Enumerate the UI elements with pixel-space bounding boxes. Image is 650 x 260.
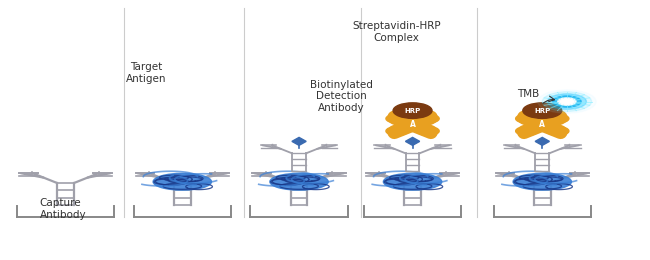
Polygon shape <box>406 137 420 145</box>
Circle shape <box>552 96 581 107</box>
Text: Biotinylated
Detection
Antibody: Biotinylated Detection Antibody <box>310 80 372 113</box>
Circle shape <box>393 103 432 118</box>
Circle shape <box>417 127 439 135</box>
Text: Streptavidin-HRP
Complex: Streptavidin-HRP Complex <box>352 21 441 43</box>
Ellipse shape <box>270 173 328 190</box>
Text: HRP: HRP <box>534 108 551 114</box>
Text: TMB: TMB <box>517 89 539 99</box>
Text: Capture
Antibody: Capture Antibody <box>40 198 86 220</box>
Circle shape <box>401 120 424 129</box>
Circle shape <box>560 99 573 104</box>
Circle shape <box>547 114 569 123</box>
Text: HRP: HRP <box>404 108 421 114</box>
Circle shape <box>515 127 538 135</box>
Circle shape <box>538 90 596 113</box>
Polygon shape <box>292 137 306 145</box>
Circle shape <box>515 114 538 123</box>
Ellipse shape <box>153 173 211 190</box>
Circle shape <box>417 114 439 123</box>
Text: A: A <box>410 120 415 129</box>
Polygon shape <box>535 137 549 145</box>
Circle shape <box>542 92 592 111</box>
Circle shape <box>558 98 576 105</box>
Circle shape <box>386 127 408 135</box>
Circle shape <box>386 114 408 123</box>
Circle shape <box>547 127 569 135</box>
Circle shape <box>547 94 586 109</box>
Ellipse shape <box>384 173 442 190</box>
Text: Target
Antigen: Target Antigen <box>126 62 167 84</box>
Circle shape <box>523 103 562 118</box>
Text: A: A <box>540 120 545 129</box>
Circle shape <box>530 120 554 129</box>
Ellipse shape <box>513 173 571 190</box>
